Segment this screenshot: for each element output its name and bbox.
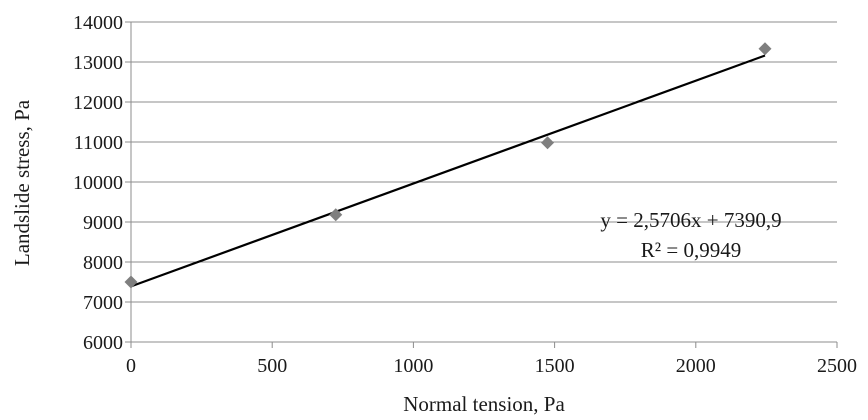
x-tick-label-0: 0 <box>126 355 136 377</box>
x-tick-labels: 0 500 1000 1500 2000 2500 <box>126 355 857 377</box>
trendline-equation: y = 2,5706x + 7390,9 <box>600 208 781 232</box>
y-tick-labels: 6000 7000 8000 9000 10000 11000 12000 13000 1400… <box>73 12 123 354</box>
y-tick-label-12000: 12000 <box>73 92 123 114</box>
y-tick-label-8000: 8000 <box>83 252 123 274</box>
y-tick-label-7000: 7000 <box>83 292 123 314</box>
data-point-0-1 <box>329 208 343 222</box>
data-point-0-0 <box>124 275 138 289</box>
trendline-r-squared: R² = 0,9949 <box>641 238 741 262</box>
axes <box>125 21 838 348</box>
data-point-0-3 <box>758 42 772 56</box>
x-tick-label-2500: 2500 <box>817 355 857 377</box>
y-tick-label-11000: 11000 <box>74 132 123 154</box>
y-tick-label-9000: 9000 <box>83 212 123 234</box>
data-point-0-2 <box>541 136 555 150</box>
y-tick-label-13000: 13000 <box>73 52 123 74</box>
x-tick-label-1000: 1000 <box>393 355 433 377</box>
y-tick-label-6000: 6000 <box>83 332 123 354</box>
y-tick-label-14000: 14000 <box>73 12 123 34</box>
data-points <box>124 42 772 289</box>
y-tick-label-10000: 10000 <box>73 172 123 194</box>
trendline-group <box>130 54 766 288</box>
gridlines <box>131 21 837 343</box>
x-tick-label-2000: 2000 <box>676 355 716 377</box>
y-axis-title: Landslide stress, Pa <box>10 99 34 266</box>
x-axis-title: Normal tension, Pa <box>403 392 565 416</box>
x-tick-label-1500: 1500 <box>535 355 575 377</box>
x-tick-label-500: 500 <box>257 355 287 377</box>
trendline <box>130 54 766 288</box>
